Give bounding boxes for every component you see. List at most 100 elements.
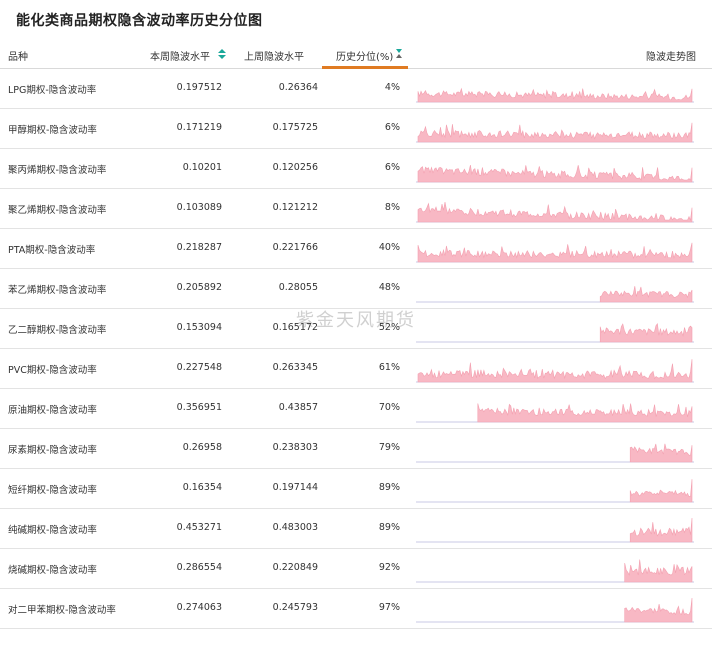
col-percentile-header[interactable]: 历史分位(%) [336,52,394,63]
row-current-iv: 0.274063 [176,602,222,613]
iv-sparkline [416,443,694,463]
table-row[interactable]: 苯乙烯期权-隐含波动率 0.205892 0.28055 48% [0,269,712,309]
table-row[interactable]: PVC期权-隐含波动率 0.227548 0.263345 61% [0,349,712,389]
row-last-iv: 0.28055 [278,282,318,293]
iv-sparkline [416,597,694,623]
table-row[interactable]: 尿素期权-隐含波动率 0.26958 0.238303 79% [0,429,712,469]
row-percentile: 92% [378,562,400,573]
row-percentile: 40% [378,242,400,253]
row-last-iv: 0.245793 [272,602,318,613]
row-name: LPG期权-隐含波动率 [8,85,97,96]
page-title: 能化类商品期权隐含波动率历史分位图 [16,13,263,29]
row-name: 烧碱期权-隐含波动率 [8,565,97,576]
sparkline-area [599,286,693,303]
col-current-header[interactable]: 本周隐波水平 [150,52,210,63]
sparkline-area [629,443,693,463]
sparkline-area [417,122,693,143]
table-row[interactable]: 聚乙烯期权-隐含波动率 0.103089 0.121212 8% [0,189,712,229]
row-name: PVC期权-隐含波动率 [8,365,97,376]
sparkline-area [624,597,693,623]
table-row[interactable]: 对二甲苯期权-隐含波动率 0.274063 0.245793 97% [0,589,712,629]
iv-sparkline [416,479,694,503]
table-row[interactable]: 乙二醇期权-隐含波动率 0.153094 0.165172 52% [0,309,712,349]
row-percentile: 6% [384,162,400,173]
row-name: 乙二醇期权-隐含波动率 [8,325,107,336]
row-last-iv: 0.221766 [272,242,318,253]
table-row[interactable]: PTA期权-隐含波动率 0.218287 0.221766 40% [0,229,712,269]
table-body: LPG期权-隐含波动率 0.197512 0.26364 4% 甲醇期权-隐含波动率 0.… [0,69,712,629]
row-current-iv: 0.356951 [176,402,222,413]
row-name: 尿素期权-隐含波动率 [8,445,97,456]
row-current-iv: 0.227548 [176,362,222,373]
row-last-iv: 0.175725 [272,122,318,133]
row-current-iv: 0.286554 [176,562,222,573]
iv-sparkline [416,165,694,183]
row-percentile: 89% [378,522,400,533]
row-name: 甲醇期权-隐含波动率 [8,125,97,136]
iv-sparkline [416,202,694,223]
watermark: 紫金天风期货 [296,310,416,331]
table-header: 品种 本周隐波水平 上周隐波水平 历史分位(%) 隐波走势图 [0,40,712,69]
row-current-iv: 0.218287 [176,242,222,253]
table-row[interactable]: 短纤期权-隐含波动率 0.16354 0.197144 89% [0,469,712,509]
row-name: 短纤期权-隐含波动率 [8,485,97,496]
sparkline-area [599,323,693,343]
volatility-table: 品种 本周隐波水平 上周隐波水平 历史分位(%) 隐波走势图 LPG期权-隐含波… [0,40,712,629]
sparkline-area [417,87,693,103]
sparkline-area [624,559,693,583]
row-name: 纯碱期权-隐含波动率 [8,525,97,536]
iv-sparkline [416,559,694,583]
row-current-iv: 0.171219 [176,122,222,133]
row-last-iv: 0.483003 [272,522,318,533]
row-last-iv: 0.120256 [272,162,318,173]
row-percentile: 52% [378,322,400,333]
row-percentile: 70% [378,402,400,413]
row-last-iv: 0.220849 [272,562,318,573]
row-current-iv: 0.16354 [182,482,222,493]
table-row[interactable]: 原油期权-隐含波动率 0.356951 0.43857 70% [0,389,712,429]
iv-sparkline [416,359,694,383]
row-current-iv: 0.10201 [182,162,222,173]
row-name: 原油期权-隐含波动率 [8,405,97,416]
row-last-iv: 0.165172 [272,322,318,333]
row-current-iv: 0.153094 [176,322,222,333]
sparkline-area [417,359,693,383]
sparkline-area [477,403,693,423]
row-percentile: 4% [384,82,400,93]
row-name: 聚丙烯期权-隐含波动率 [8,165,107,176]
row-percentile: 48% [378,282,400,293]
row-percentile: 6% [384,122,400,133]
iv-sparkline [416,87,694,103]
iv-sparkline [416,242,694,263]
table-row[interactable]: LPG期权-隐含波动率 0.197512 0.26364 4% [0,69,712,109]
row-current-iv: 0.205892 [176,282,222,293]
sparkline-area [417,165,693,183]
row-percentile: 79% [378,442,400,453]
row-last-iv: 0.26364 [278,82,318,93]
row-last-iv: 0.197144 [272,482,318,493]
sparkline-area [629,479,693,503]
row-percentile: 61% [378,362,400,373]
col-last-header[interactable]: 上周隐波水平 [244,52,304,63]
table-row[interactable]: 纯碱期权-隐含波动率 0.453271 0.483003 89% [0,509,712,549]
row-percentile: 8% [384,202,400,213]
table-row[interactable]: 甲醇期权-隐含波动率 0.171219 0.175725 6% [0,109,712,149]
iv-sparkline [416,286,694,303]
col-trend-header: 隐波走势图 [646,52,696,63]
row-last-iv: 0.238303 [272,442,318,453]
row-percentile: 89% [378,482,400,493]
row-name: PTA期权-隐含波动率 [8,245,96,256]
row-current-iv: 0.197512 [176,82,222,93]
iv-sparkline [416,122,694,143]
table-row[interactable]: 烧碱期权-隐含波动率 0.286554 0.220849 92% [0,549,712,589]
row-name: 对二甲苯期权-隐含波动率 [8,605,116,616]
row-name: 苯乙烯期权-隐含波动率 [8,285,107,296]
iv-sparkline [416,323,694,343]
row-last-iv: 0.121212 [272,202,318,213]
table-row[interactable]: 聚丙烯期权-隐含波动率 0.10201 0.120256 6% [0,149,712,189]
row-last-iv: 0.43857 [278,402,318,413]
sparkline-area [629,517,693,543]
sparkline-area [417,202,693,223]
row-percentile: 97% [378,602,400,613]
row-last-iv: 0.263345 [272,362,318,373]
